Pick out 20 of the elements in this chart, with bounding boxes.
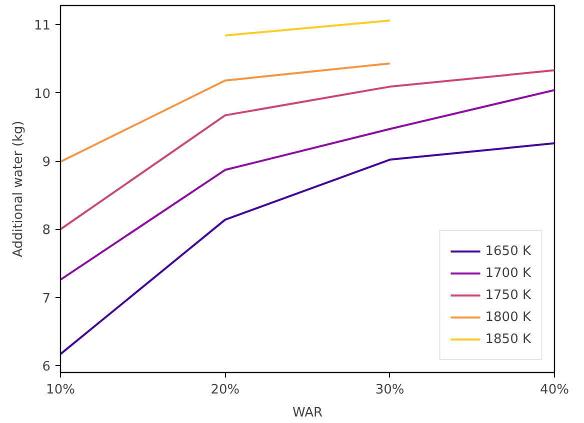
- y-tick-label: 7: [42, 291, 51, 306]
- y-tick-label: 8: [42, 223, 51, 238]
- y-tick-label: 9: [42, 155, 51, 170]
- legend-label: 1750 K: [485, 288, 531, 302]
- y-tick-label: 6: [42, 360, 51, 375]
- legend-label: 1800 K: [485, 310, 531, 324]
- line-series: [60, 142, 554, 356]
- line-series: [60, 89, 554, 281]
- x-tick-label: 40%: [540, 382, 569, 398]
- x-tick-label: 30%: [375, 382, 404, 398]
- x-axis-title: WAR: [292, 406, 323, 420]
- line-series: [60, 69, 554, 230]
- x-tick-label: 10%: [46, 382, 75, 398]
- y-axis-title: Additional water (kg): [10, 120, 26, 258]
- legend-label: 1700 K: [485, 266, 531, 280]
- legend-label: 1850 K: [485, 332, 531, 346]
- x-tick-label: 20%: [210, 382, 240, 398]
- legend-label: 1650 K: [485, 244, 531, 258]
- y-tick-label: 10: [34, 86, 51, 102]
- y-tick-label: 11: [34, 18, 51, 34]
